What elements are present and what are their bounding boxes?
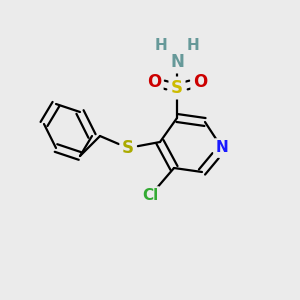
Text: H: H (187, 38, 200, 53)
Text: Cl: Cl (142, 188, 158, 203)
Text: N: N (170, 53, 184, 71)
Text: S: S (171, 79, 183, 97)
Text: N: N (216, 140, 228, 155)
Text: O: O (147, 73, 161, 91)
Text: O: O (193, 73, 207, 91)
Text: S: S (122, 139, 134, 157)
Text: H: H (154, 38, 167, 53)
